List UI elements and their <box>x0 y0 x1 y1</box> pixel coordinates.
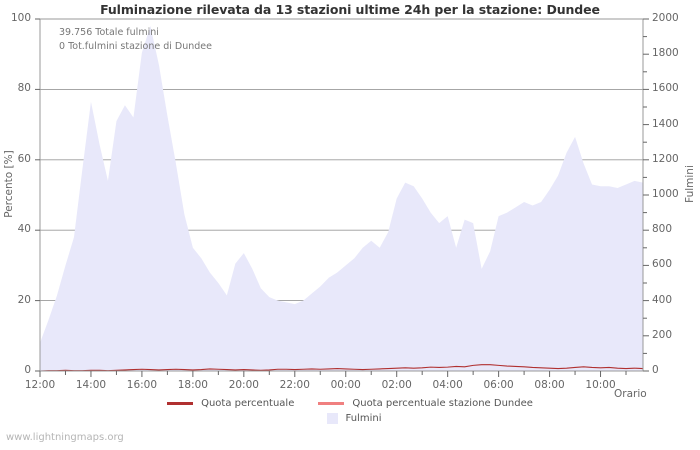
x-axis-label: Orario <box>614 388 647 400</box>
y-axis-right-tick-label: 800 <box>652 223 673 236</box>
watermark: www.lightningmaps.org <box>6 432 124 443</box>
legend-row-primary: Quota percentuale Quota percentuale stazi… <box>0 396 700 411</box>
y-axis-right-tick-label: 1600 <box>652 82 679 95</box>
y-axis-right-tick-label: 1800 <box>652 47 679 60</box>
legend-item[interactable]: Fulmini <box>319 413 382 424</box>
y-axis-left-tick-label: 60 <box>17 152 31 165</box>
area-series-fulmini <box>40 26 643 371</box>
y-axis-left-tick-label: 20 <box>17 293 31 306</box>
y-axis-right-tick-label: 1400 <box>652 117 679 130</box>
legend-area-swatch <box>326 413 338 424</box>
x-axis-tick-label: 00:00 <box>330 379 361 391</box>
y-axis-right-tick-label: 1200 <box>652 152 679 165</box>
y-axis-left-tick-label: 100 <box>10 12 31 24</box>
y-axis-right-tick-label: 1000 <box>652 188 679 200</box>
y-axis-right-tick-label: 200 <box>652 328 673 341</box>
line-series-quota-percentuale <box>39 364 644 372</box>
annotation-total-lightning: 39.756 Totale fulmini <box>59 27 159 38</box>
annotation-station-lightning: 0 Tot.fulmini stazione di Dundee <box>59 41 212 52</box>
y-axis-left-tick-label: 80 <box>17 82 31 95</box>
page-title: Fulminazione rilevata da 13 stazioni ult… <box>100 2 600 17</box>
y-axis-left-tick-label: 40 <box>17 223 31 236</box>
x-axis-tick-label: 04:00 <box>432 379 463 391</box>
x-axis-tick-label: 10:00 <box>585 379 616 391</box>
x-axis-tick-label: 12:00 <box>24 379 56 391</box>
x-axis-tick-label: 18:00 <box>177 379 208 391</box>
chart-legend: Quota percentuale Quota percentuale stazi… <box>0 396 700 426</box>
x-axis-tick-label: 16:00 <box>126 379 158 391</box>
legend-row-secondary: Fulmini <box>0 411 700 426</box>
legend-line-swatch <box>318 402 345 405</box>
x-axis-tick-label: 22:00 <box>279 379 310 391</box>
y-axis-right-tick-label: 2000 <box>652 12 679 24</box>
x-axis-tick-label: 14:00 <box>75 379 107 391</box>
x-axis-tick-label: 06:00 <box>483 379 514 391</box>
legend-line-swatch <box>167 402 194 405</box>
legend-label: Quota percentuale <box>201 398 295 409</box>
y-axis-right-tick-label: 400 <box>652 293 673 306</box>
y-axis-right-tick-label: 600 <box>652 258 673 271</box>
y-axis-left-tick-label: 0 <box>24 364 31 376</box>
legend-label: Quota percentuale stazione Dundee <box>352 398 533 409</box>
y-axis-right-tick-label: 0 <box>652 364 659 376</box>
legend-item[interactable]: Quota percentuale stazione Dundee <box>318 398 533 409</box>
legend-item[interactable]: Quota percentuale <box>167 398 294 409</box>
legend-label: Fulmini <box>345 413 382 424</box>
x-axis-tick-label: 08:00 <box>534 379 565 391</box>
x-axis-tick-label: 20:00 <box>228 379 259 391</box>
x-axis-tick-label: 02:00 <box>381 379 412 391</box>
